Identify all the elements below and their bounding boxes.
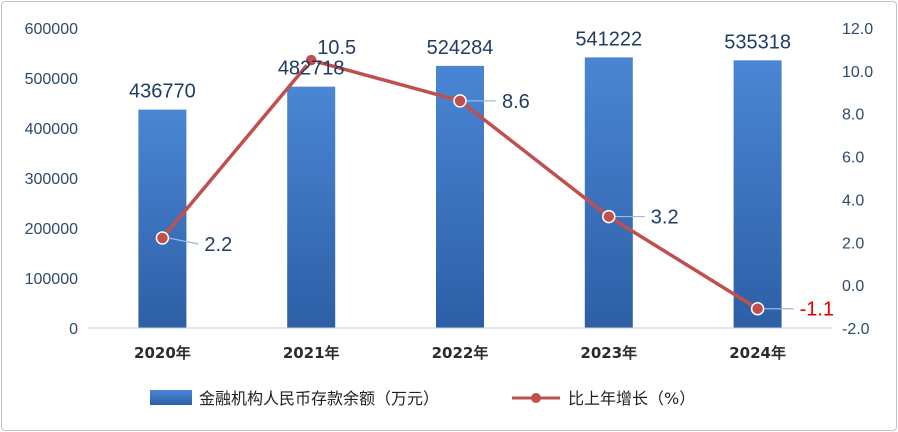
y-left-tick-label: 200000 <box>25 221 78 238</box>
growth-marker <box>304 53 318 67</box>
line-data-label: 3.2 <box>651 207 679 229</box>
legend-swatch-marker <box>531 393 541 403</box>
y-left-tick-label: 600000 <box>25 21 78 38</box>
y-right-tick-label: 4.0 <box>842 192 864 209</box>
bar-data-label: 436770 <box>129 81 196 103</box>
line-data-label: 10.5 <box>317 37 356 59</box>
x-tick-label: 2024年 <box>729 344 786 362</box>
y-left-tick-label: 100000 <box>25 271 78 288</box>
bar-data-label: 541222 <box>575 28 642 50</box>
y-right-tick-label: 0.0 <box>842 278 864 295</box>
x-tick-label: 2023年 <box>580 344 637 362</box>
legend-label-line: 比上年增长（%） <box>568 389 695 408</box>
y-right-tick-label: 10.0 <box>842 64 873 81</box>
growth-marker <box>453 94 467 108</box>
x-tick-label: 2022年 <box>432 344 489 362</box>
line-data-label: 8.6 <box>502 91 530 113</box>
y-right-tick-label: 6.0 <box>842 150 864 167</box>
growth-marker <box>155 231 170 245</box>
y-left-tick-label: 300000 <box>25 171 78 188</box>
growth-marker <box>602 209 616 224</box>
growth-marker <box>750 301 765 316</box>
line-data-label: 2.2 <box>204 234 232 256</box>
bar <box>733 60 782 328</box>
y-left-tick-label: 500000 <box>25 71 78 88</box>
y-right-tick-label: 2.0 <box>842 235 864 252</box>
y-right-tick-label: -2.0 <box>842 321 870 338</box>
bar-data-label: 535318 <box>724 31 791 53</box>
line-data-label: -1.1 <box>800 299 834 321</box>
x-tick-label: 2020年 <box>134 344 191 362</box>
y-left-tick-label: 400000 <box>25 121 78 138</box>
y-right-tick-label: 12.0 <box>842 21 873 38</box>
bar-data-label: 524284 <box>427 37 494 59</box>
bar <box>436 65 484 328</box>
bar <box>287 86 336 329</box>
bar <box>584 57 633 328</box>
y-right-tick-label: 8.0 <box>842 107 864 124</box>
legend-swatch-bar <box>150 390 192 405</box>
legend: 金融机构人民币存款余额（万元） 比上年增长（%） <box>150 389 695 408</box>
legend-label-bar: 金融机构人民币存款余额（万元） <box>199 389 439 408</box>
bar-data-label: 482718 <box>278 58 345 80</box>
label-leader-line <box>168 237 199 245</box>
x-tick-label: 2021年 <box>283 344 340 362</box>
y-left-tick-label: 0 <box>69 321 78 338</box>
